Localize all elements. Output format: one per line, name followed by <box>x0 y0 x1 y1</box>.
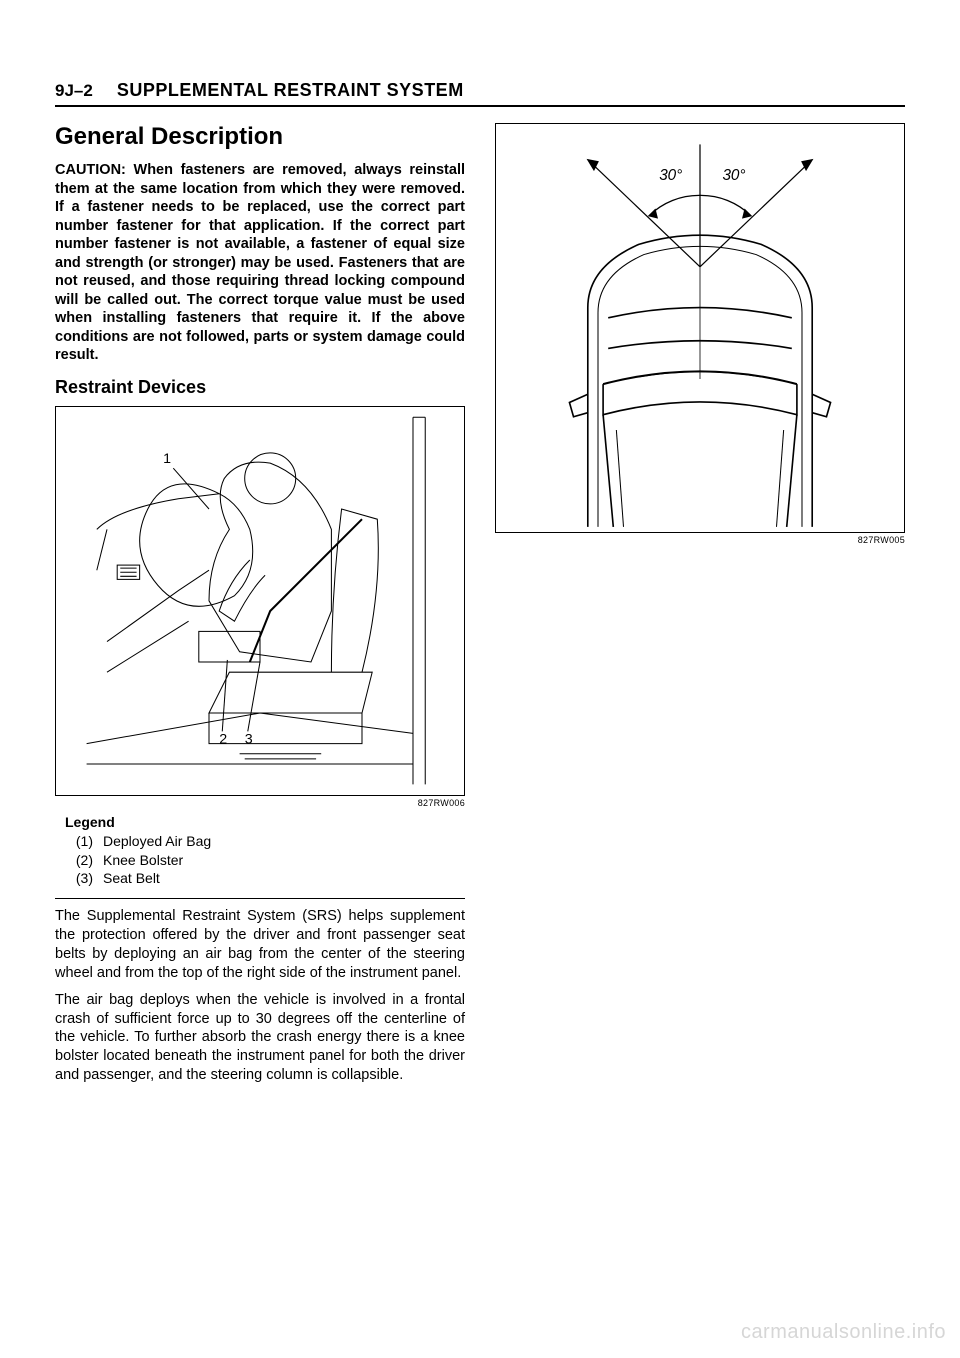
callout-1: 1 <box>163 451 171 467</box>
page-code: 9J–2 <box>55 81 93 101</box>
legend: Legend (1)Deployed Air Bag (2)Knee Bolst… <box>55 814 465 889</box>
body-paragraph-1: The Supplemental Restraint System (SRS) … <box>55 907 465 982</box>
legend-text: Knee Bolster <box>103 851 183 870</box>
left-column: General Description CAUTION: When fasten… <box>55 117 465 1093</box>
legend-title: Legend <box>65 814 465 830</box>
page-header: 9J–2 SUPPLEMENTAL RESTRAINT SYSTEM <box>55 80 905 107</box>
figure-code-left: 827RW006 <box>55 798 465 808</box>
page: 9J–2 SUPPLEMENTAL RESTRAINT SYSTEM Gener… <box>0 0 960 1358</box>
legend-list: (1)Deployed Air Bag (2)Knee Bolster (3)S… <box>55 832 465 889</box>
legend-item: (3)Seat Belt <box>55 869 465 888</box>
caution-text: CAUTION: When fasteners are removed, alw… <box>55 161 465 365</box>
legend-item: (1)Deployed Air Bag <box>55 832 465 851</box>
angle-right-label: 30° <box>722 167 745 184</box>
legend-text: Seat Belt <box>103 869 160 888</box>
figure-restraint-devices: 1 2 3 <box>55 406 465 796</box>
angle-left-label: 30° <box>659 167 682 184</box>
content-columns: General Description CAUTION: When fasten… <box>55 117 905 1093</box>
figure-code-right: 827RW005 <box>495 535 905 545</box>
subsection-title: Restraint Devices <box>55 377 465 398</box>
legend-item: (2)Knee Bolster <box>55 851 465 870</box>
restraint-devices-illustration: 1 2 3 <box>56 407 464 795</box>
callout-2: 2 <box>219 732 227 748</box>
divider <box>55 898 465 899</box>
watermark: carmanualsonline.info <box>741 1321 946 1344</box>
header-title: SUPPLEMENTAL RESTRAINT SYSTEM <box>117 80 464 101</box>
legend-text: Deployed Air Bag <box>103 832 211 851</box>
right-column: 30° 30° <box>495 117 905 1093</box>
legend-num: (1) <box>55 832 103 851</box>
figure-impact-angle: 30° 30° <box>495 123 905 533</box>
legend-num: (2) <box>55 851 103 870</box>
legend-num: (3) <box>55 869 103 888</box>
callout-3: 3 <box>245 732 253 748</box>
impact-angle-illustration: 30° 30° <box>496 124 904 532</box>
body-paragraph-2: The air bag deploys when the vehicle is … <box>55 991 465 1085</box>
section-title: General Description <box>55 123 465 151</box>
